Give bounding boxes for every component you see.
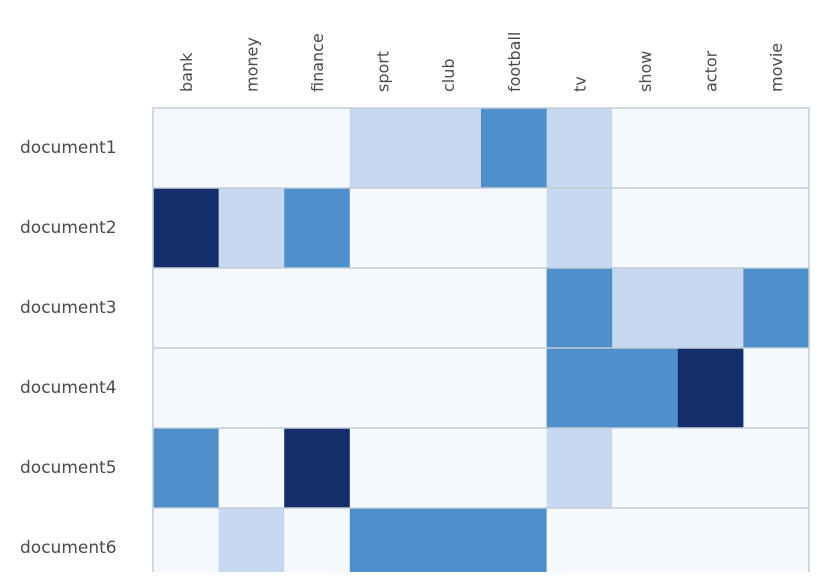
heatmap-cell-document4-club	[415, 348, 482, 428]
heatmap-cell-document6-show	[612, 508, 679, 577]
row-label-document2: document2	[20, 218, 117, 238]
heatmap-cell-document2-football	[481, 188, 548, 268]
heatmap-cell-document6-tv	[546, 508, 613, 577]
heatmap-cell-document1-show	[612, 108, 679, 188]
column-label-club: club	[439, 58, 458, 92]
heatmap-cell-document3-movie	[743, 268, 810, 348]
row-label-document3: document3	[20, 298, 117, 318]
heatmap-cell-document2-finance	[284, 188, 351, 268]
heatmap-cell-document2-club	[415, 188, 482, 268]
heatmap-cell-document1-bank	[153, 108, 220, 188]
column-label-actor: actor	[702, 50, 721, 92]
heatmap-cell-document3-actor	[677, 268, 744, 348]
heatmap-cell-document4-sport	[349, 348, 416, 428]
heatmap-cell-document3-tv	[546, 268, 613, 348]
heatmap-cell-document3-bank	[153, 268, 220, 348]
heatmap-cell-document4-tv	[546, 348, 613, 428]
heatmap-cell-document5-football	[481, 428, 548, 508]
heatmap-cell-document6-movie	[743, 508, 810, 577]
column-label-money: money	[242, 37, 261, 92]
heatmap-cell-document5-bank	[153, 428, 220, 508]
heatmap-cell-document6-actor	[677, 508, 744, 577]
heatmap-cell-document3-show	[612, 268, 679, 348]
heatmap-cell-document1-movie	[743, 108, 810, 188]
row-label-document1: document1	[20, 138, 117, 158]
heatmap-cell-document1-football	[481, 108, 548, 188]
heatmap-cell-document2-movie	[743, 188, 810, 268]
heatmap-cell-document2-money	[218, 188, 285, 268]
heatmap-cells	[153, 108, 810, 577]
column-labels: bank money finance sport club football tv show a…	[177, 32, 786, 92]
heatmap-cell-document5-movie	[743, 428, 810, 508]
column-label-football: football	[505, 32, 524, 92]
heatmap-cell-document1-tv	[546, 108, 613, 188]
heatmap-cell-document3-finance	[284, 268, 351, 348]
heatmap-cell-document5-sport	[349, 428, 416, 508]
column-label-finance: finance	[308, 33, 327, 92]
heatmap-cell-document2-actor	[677, 188, 744, 268]
column-label-movie: movie	[767, 43, 786, 92]
heatmap-cell-document5-tv	[546, 428, 613, 508]
heatmap-cell-document4-football	[481, 348, 548, 428]
heatmap-cell-document3-football	[481, 268, 548, 348]
column-label-show: show	[636, 51, 655, 92]
heatmap-cell-document5-finance	[284, 428, 351, 508]
column-label-sport: sport	[374, 51, 393, 92]
row-label-document6: document6	[20, 538, 117, 558]
heatmap-cell-document2-sport	[349, 188, 416, 268]
heatmap-cell-document4-money	[218, 348, 285, 428]
heatmap-cell-document2-bank	[153, 188, 220, 268]
heatmap-cell-document1-finance	[284, 108, 351, 188]
row-label-document5: document5	[20, 458, 117, 478]
heatmap-cell-document5-actor	[677, 428, 744, 508]
heatmap-cell-document6-club	[415, 508, 482, 577]
heatmap-cell-document4-finance	[284, 348, 351, 428]
heatmap-cell-document3-club	[415, 268, 482, 348]
heatmap-cell-document4-bank	[153, 348, 220, 428]
heatmap-cell-document2-tv	[546, 188, 613, 268]
heatmap-cell-document6-bank	[153, 508, 220, 577]
row-separators	[153, 187, 809, 509]
heatmap-cell-document3-money	[218, 268, 285, 348]
heatmap-cell-document6-sport	[349, 508, 416, 577]
heatmap-cell-document1-actor	[677, 108, 744, 188]
heatmap-cell-document1-club	[415, 108, 482, 188]
plot-border	[152, 107, 810, 577]
heatmap-cell-document6-football	[481, 508, 548, 577]
heatmap-cell-document5-money	[218, 428, 285, 508]
heatmap-cell-document6-money	[218, 508, 285, 577]
heatmap-cell-document5-show	[612, 428, 679, 508]
heatmap-cell-document3-sport	[349, 268, 416, 348]
heatmap-cell-document2-show	[612, 188, 679, 268]
row-labels: document1 document2 document3 document4 docu…	[20, 138, 117, 558]
heatmap-cell-document1-sport	[349, 108, 416, 188]
heatmap-cell-document1-money	[218, 108, 285, 188]
column-label-tv: tv	[570, 76, 589, 92]
heatmap-cell-document4-movie	[743, 348, 810, 428]
heatmap-cell-document6-finance	[284, 508, 351, 577]
heatmap-cell-document5-club	[415, 428, 482, 508]
column-label-bank: bank	[177, 52, 196, 92]
heatmap-cell-document4-show	[612, 348, 679, 428]
heatmap-cell-document4-actor	[677, 348, 744, 428]
row-label-document4: document4	[20, 378, 117, 398]
